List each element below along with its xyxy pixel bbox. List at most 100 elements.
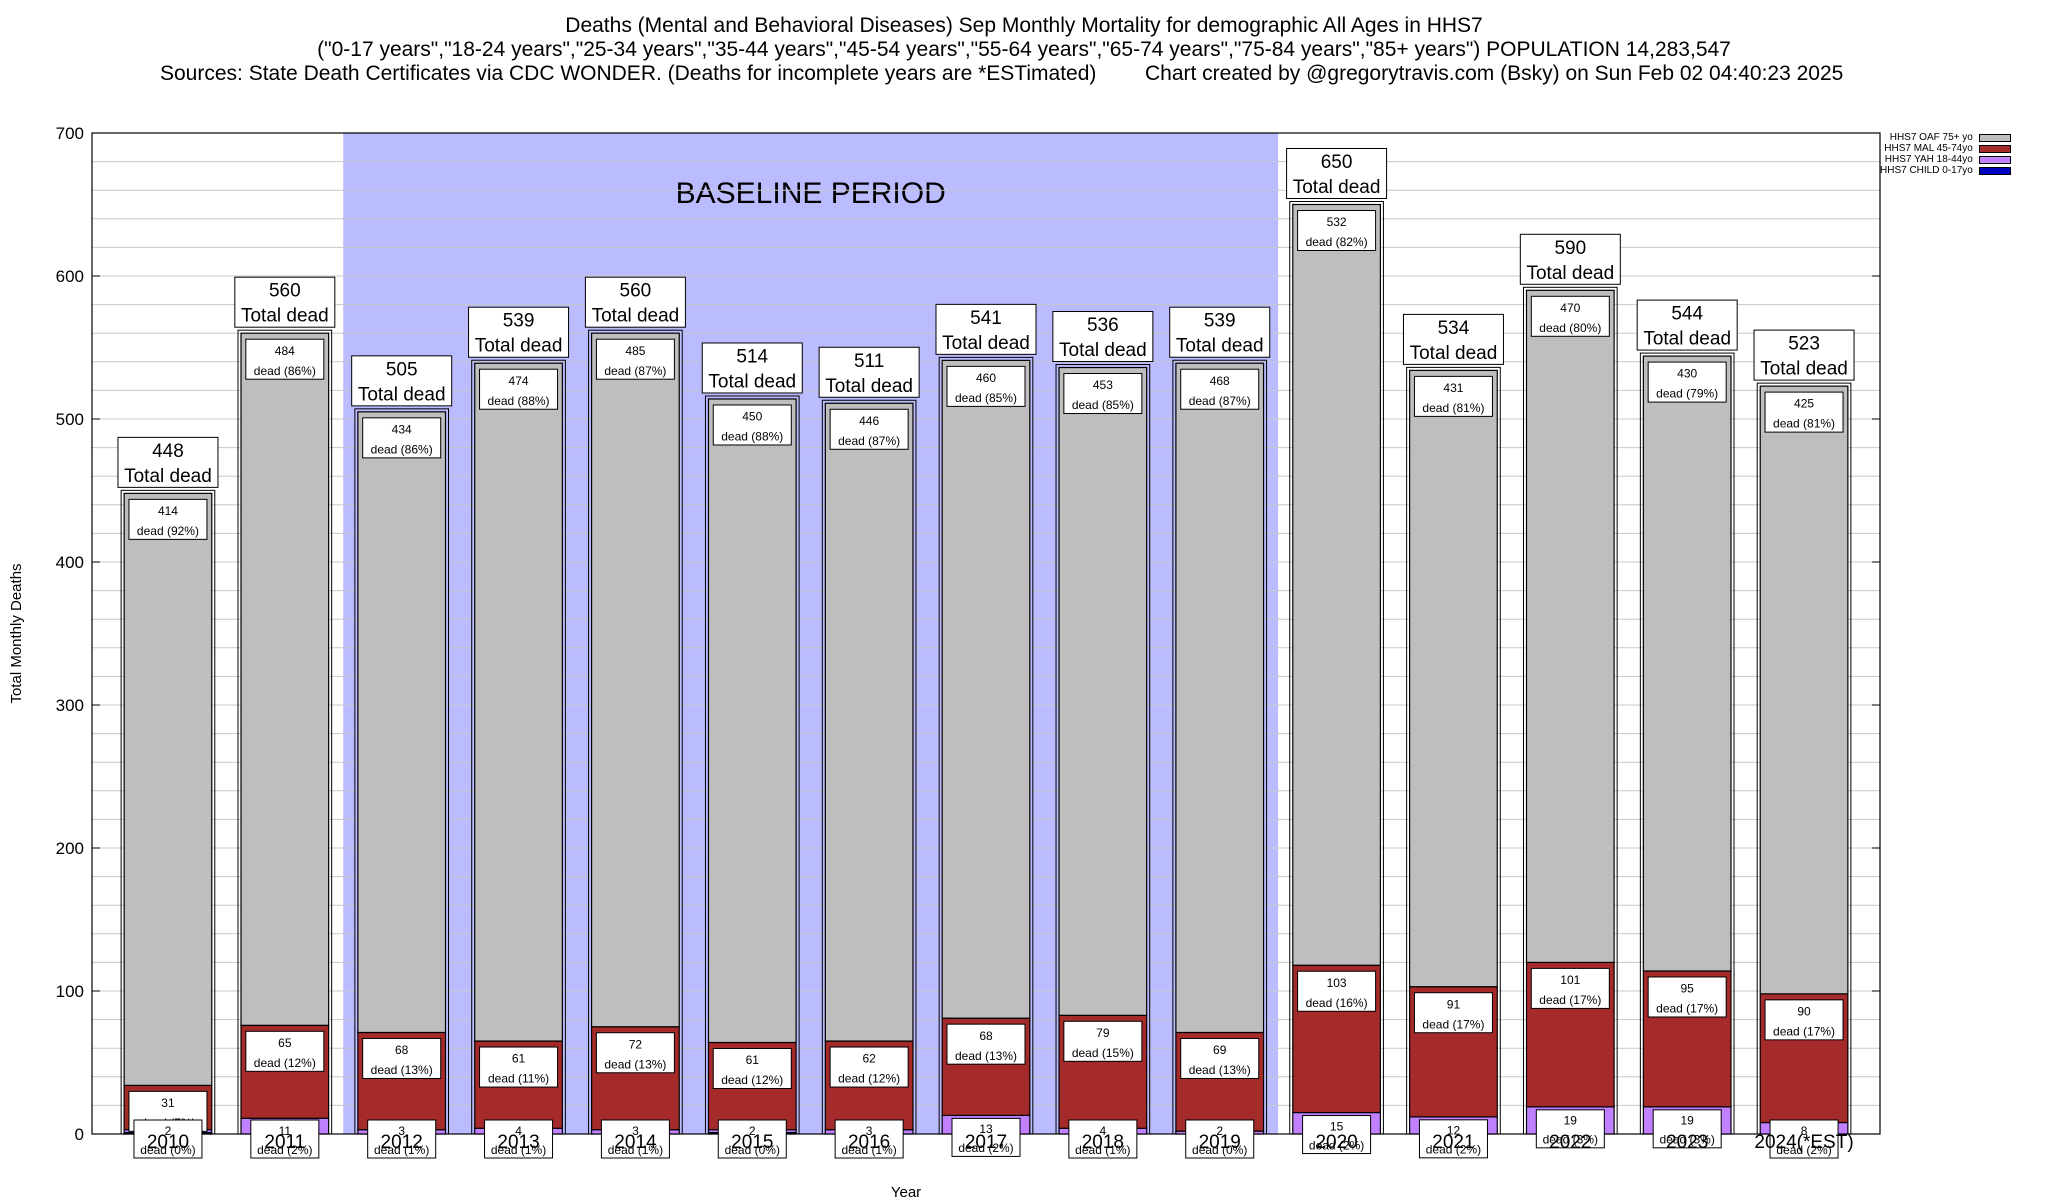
oaf-data-label: 470 [1560, 301, 1580, 315]
oaf-data-label-box [829, 408, 909, 450]
mal-data-label-box [1530, 967, 1610, 1009]
x-tick-label: 2020 [1315, 1132, 1357, 1153]
yah-data-label: 4 [1100, 1124, 1107, 1138]
yah-data-label-box [1185, 1119, 1255, 1159]
yah-data-label: dead (3%) [1543, 1133, 1598, 1147]
total-data-label: Total dead [1526, 263, 1614, 284]
total-data-label-box [1519, 233, 1621, 285]
oaf-data-label-box [712, 404, 792, 446]
oaf-data-label-box [1063, 373, 1143, 415]
chart-credit: Chart created by @gregorytravis.com (Bsk… [1145, 62, 1844, 85]
oaf-data-label-box [595, 338, 675, 380]
oaf-data-label: 446 [859, 414, 879, 428]
mal-data-label: dead (12%) [721, 1073, 783, 1087]
mal-data-label: dead (17%) [1422, 1017, 1484, 1031]
bar-segment-oaf [1525, 289, 1615, 963]
chart-title: Deaths (Mental and Behavioral Diseases) … [565, 14, 1483, 37]
x-tick-label: 2024(*EST) [1754, 1132, 1853, 1153]
y-tick-label: 600 [56, 267, 84, 286]
oaf-data-label: dead (87%) [838, 434, 900, 448]
mal-data-label: dead (13%) [955, 1049, 1017, 1063]
bar-segment-oaf [474, 362, 563, 1042]
total-data-label: 505 [386, 359, 418, 380]
mal-data-label: 68 [979, 1029, 993, 1043]
bar-segment-oaf [1175, 362, 1265, 1034]
mal-data-label: 65 [278, 1036, 292, 1050]
oaf-data-label-box [1764, 391, 1844, 433]
yah-data-label: 3 [398, 1124, 405, 1138]
mal-data-label: 79 [1096, 1026, 1110, 1040]
x-tick-label: 2019 [1199, 1132, 1241, 1153]
bar-segment-oaf [357, 411, 447, 1034]
yah-data-label-box [834, 1119, 904, 1159]
total-data-label-box [1052, 311, 1154, 363]
yah-data-label: 3 [632, 1124, 639, 1138]
yah-data-label-box [1535, 1109, 1605, 1149]
baseline-period-label: BASELINE PERIOD [676, 177, 946, 210]
total-data-label-box [818, 346, 920, 398]
chart-legend: HHS7 OAF 75+ yo HHS7 MAL 45-74yo HHS7 YAH … [1880, 132, 2011, 176]
total-data-label: 448 [152, 441, 184, 462]
oaf-data-label: dead (80%) [1539, 321, 1601, 335]
yah-data-label: dead (0%) [1192, 1143, 1247, 1157]
bar-segment-oaf [1409, 369, 1498, 988]
oaf-data-label-box [1413, 375, 1493, 417]
mal-data-label: 91 [1447, 997, 1461, 1011]
oaf-data-label-box [245, 338, 325, 380]
yah-data-label: dead (1%) [608, 1143, 663, 1157]
mal-data-label: 68 [395, 1043, 409, 1057]
oaf-data-label: dead (82%) [1306, 235, 1368, 249]
mal-data-label-box [362, 1037, 442, 1079]
yah-data-label-box [484, 1119, 554, 1159]
mal-data-label: 90 [1797, 1004, 1811, 1018]
oaf-data-label-box [362, 417, 442, 459]
x-tick-label: 2018 [1082, 1132, 1124, 1153]
total-data-label: Total dead [708, 371, 796, 392]
bar-segment-oaf [1642, 355, 1732, 972]
total-data-label: 514 [736, 346, 768, 367]
mal-data-label: dead (13%) [371, 1063, 433, 1077]
x-tick-label: 2011 [264, 1132, 305, 1153]
total-data-label: 534 [1438, 318, 1470, 339]
total-data-label: 560 [620, 281, 652, 302]
total-data-label-box [1402, 313, 1504, 365]
oaf-data-label: 414 [158, 504, 178, 518]
yah-data-label: 12 [1447, 1124, 1461, 1138]
total-data-label: 523 [1788, 334, 1820, 355]
x-tick-label: 2010 [147, 1132, 189, 1153]
mal-data-label-box [1647, 976, 1727, 1018]
yah-data-label: dead (2%) [1309, 1138, 1364, 1152]
bar-segment-oaf [941, 359, 1031, 1019]
legend-swatch [1978, 133, 2011, 142]
total-data-label: Total dead [475, 336, 563, 357]
total-data-label: Total dead [1643, 329, 1731, 350]
yah-data-label: dead (2%) [257, 1143, 312, 1157]
oaf-data-label: dead (85%) [955, 391, 1017, 405]
oaf-data-label: 450 [742, 410, 762, 424]
legend-label: HHS7 OAF 75+ yo [1889, 132, 1973, 143]
chart-source-line: Sources: State Death Certificates via CD… [0, 62, 2048, 86]
total-data-label: Total dead [1176, 336, 1264, 357]
mal-data-label-box [245, 1030, 325, 1072]
total-data-label-box [234, 276, 336, 328]
total-data-label: 590 [1554, 238, 1586, 259]
yah-data-label: 19 [1564, 1114, 1578, 1128]
oaf-data-label: 460 [976, 371, 996, 385]
total-data-label-box [351, 355, 453, 407]
oaf-data-label: 434 [392, 422, 412, 436]
mal-data-label: 103 [1327, 976, 1347, 990]
mal-data-label: dead (17%) [1773, 1024, 1835, 1038]
yah-data-label: 4 [515, 1124, 522, 1138]
oaf-data-label: 474 [509, 374, 529, 388]
oaf-data-label: 532 [1327, 215, 1347, 229]
x-tick-label: 2023 [1666, 1132, 1708, 1153]
mal-data-label-box [1180, 1037, 1260, 1079]
mal-data-label-box [1063, 1020, 1143, 1062]
x-tick-label: 2014 [614, 1132, 657, 1153]
oaf-data-label: dead (86%) [371, 442, 433, 456]
oaf-data-label: dead (85%) [1072, 398, 1134, 412]
total-data-label: Total dead [1410, 343, 1498, 364]
mal-data-label: 72 [629, 1037, 643, 1051]
x-tick-label: 2022 [1549, 1132, 1591, 1153]
yah-data-label-box [717, 1119, 787, 1159]
